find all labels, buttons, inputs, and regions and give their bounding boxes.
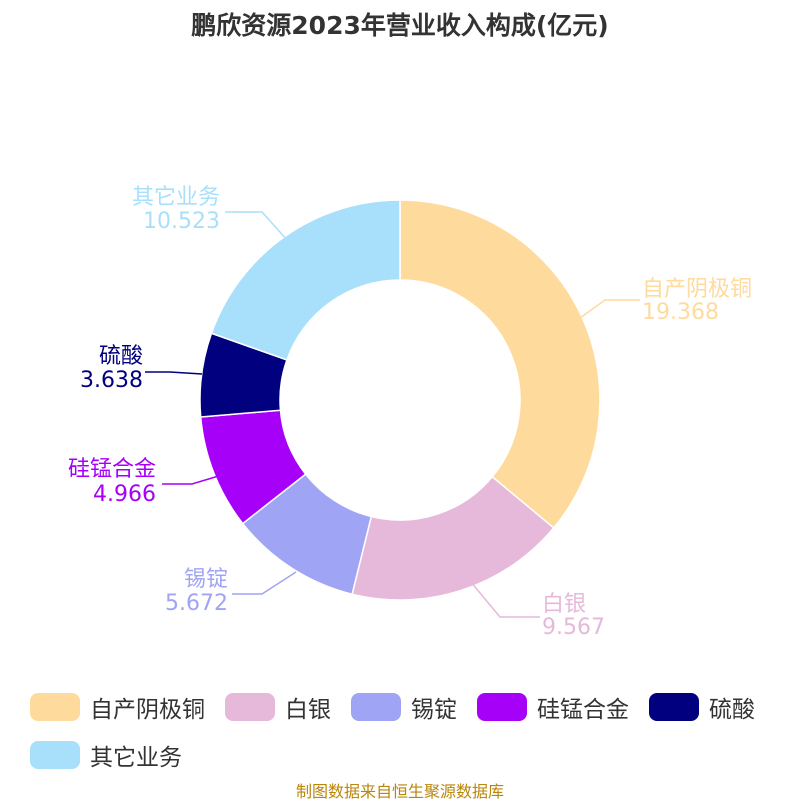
slice-value-label: 10.523 — [143, 209, 220, 234]
legend-label: 锡锭 — [411, 697, 457, 723]
legend-label: 其它业务 — [90, 745, 182, 771]
source-footer: 制图数据来自恒生聚源数据库 — [295, 782, 504, 801]
slice-label: 白银 — [542, 592, 586, 617]
slice-value-label: 3.638 — [80, 368, 143, 393]
legend-item: 其它业务 — [30, 738, 182, 772]
legend-label: 硫酸 — [709, 697, 755, 723]
legend-swatch — [351, 693, 401, 721]
slice-label: 硅锰合金 — [68, 457, 156, 482]
slice-value-label: 9.567 — [542, 615, 605, 640]
callout-line — [162, 474, 223, 485]
legend-swatch — [30, 693, 80, 721]
callout-line — [225, 211, 289, 242]
legend: 自产阴极铜 白银 锡锭 硅锰合金 硫酸其它业务 — [30, 690, 790, 786]
chart-title: 鹏欣资源2023年营业收入构成(亿元) — [191, 11, 609, 40]
legend-swatch — [30, 741, 80, 769]
callout-line — [579, 299, 640, 319]
callout-line — [145, 371, 203, 375]
legend-item: 硅锰合金 — [477, 690, 629, 724]
slice-value-label: 4.966 — [93, 482, 156, 507]
legend-item: 白银 — [225, 690, 331, 724]
legend-label: 白银 — [285, 697, 331, 723]
slice-value-label: 19.368 — [642, 300, 719, 325]
donut-slice — [210, 199, 401, 361]
legend-swatch — [649, 693, 699, 721]
legend-item: 硫酸 — [649, 690, 755, 724]
legend-item: 锡锭 — [351, 690, 457, 724]
legend-label: 硅锰合金 — [537, 697, 629, 723]
legend-item: 自产阴极铜 — [30, 690, 205, 724]
slice-label: 自产阴极铜 — [642, 277, 752, 302]
donut-slice — [399, 199, 601, 529]
slice-label: 硫酸 — [99, 344, 143, 369]
slice-label: 锡锭 — [184, 567, 228, 592]
legend-swatch — [477, 693, 527, 721]
callout-line — [464, 574, 540, 618]
legend-label: 自产阴极铜 — [90, 697, 205, 723]
callout-line — [232, 571, 297, 595]
legend-swatch — [225, 693, 275, 721]
slice-value-label: 5.672 — [165, 591, 228, 616]
slice-label: 其它业务 — [132, 185, 220, 210]
